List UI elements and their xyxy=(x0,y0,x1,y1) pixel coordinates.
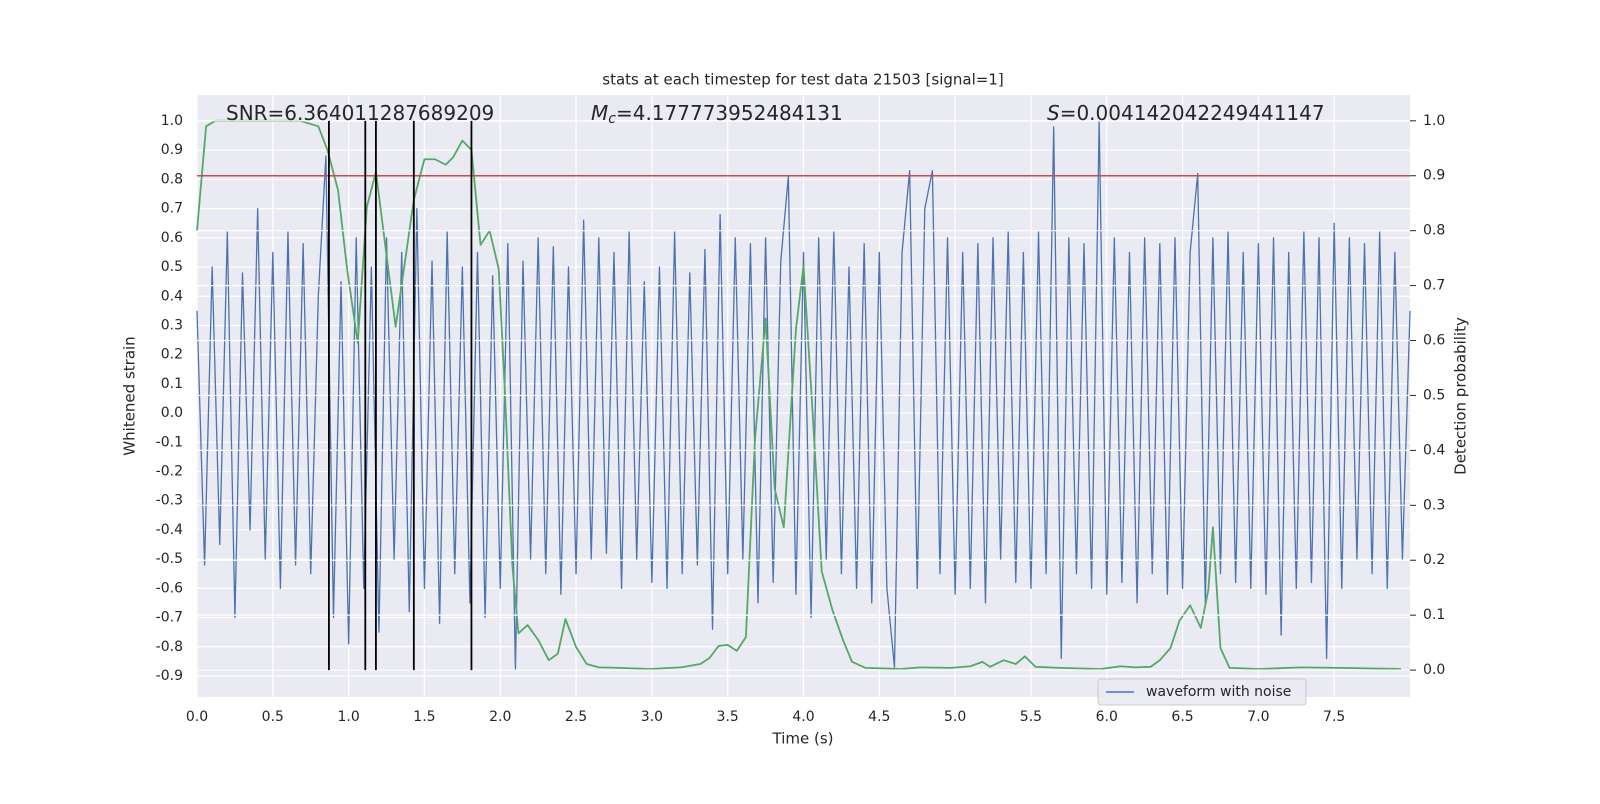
y-tick-label: -0.6 xyxy=(156,580,183,596)
y-tick-label: 1.0 xyxy=(161,113,183,129)
annotation: S=0.004142042249441147 xyxy=(1047,101,1325,125)
x-tick-label: 7.0 xyxy=(1247,709,1269,725)
y2-tick-label: 0.7 xyxy=(1423,278,1445,294)
annotation-symbol: M xyxy=(591,101,608,125)
y2-tick-label: 1.0 xyxy=(1423,113,1445,129)
overlay-layer xyxy=(197,120,1410,671)
y-tick-label: 0.2 xyxy=(161,347,183,363)
y-tick-label: -0.4 xyxy=(156,522,183,538)
x-tick-label: 4.0 xyxy=(792,709,814,725)
series-line xyxy=(196,120,1411,671)
annotation-symbol: S xyxy=(1047,101,1060,125)
y-tick-label: 0.9 xyxy=(161,142,183,158)
x-tick-label: 3.5 xyxy=(717,709,739,725)
y2-tick-label: 0.3 xyxy=(1423,497,1445,513)
y2-tick-label: 0.1 xyxy=(1423,607,1445,623)
x-tick-label: 6.0 xyxy=(1096,709,1118,725)
y-tick-label: 0.6 xyxy=(161,230,183,246)
y2-tick-label: 0.0 xyxy=(1423,662,1445,678)
y-tick-label: 0.4 xyxy=(161,288,183,304)
y-tick-label: 0.8 xyxy=(161,171,183,187)
y-tick-label: -0.5 xyxy=(156,551,183,567)
y2-tick-label: 0.4 xyxy=(1423,442,1445,458)
annotation-text: =0.004142042249441147 xyxy=(1060,101,1325,125)
annotation-subscript: c xyxy=(608,111,616,127)
x-tick-label: 2.5 xyxy=(565,709,587,725)
y2-tick-label: 0.5 xyxy=(1423,387,1445,403)
x-tick-label: 1.5 xyxy=(413,709,435,725)
y-tick-label: 0.3 xyxy=(161,317,183,333)
annotation-text: SNR=6.364011287689209 xyxy=(226,101,494,125)
data-layer xyxy=(196,119,1411,671)
x-tick-label: 5.0 xyxy=(944,709,966,725)
y-tick-label: 0.7 xyxy=(161,201,183,217)
x-tick-label: 4.5 xyxy=(868,709,890,725)
y-tick-label: 0.5 xyxy=(161,259,183,275)
y-axis-label: Whitened strain xyxy=(121,336,139,455)
y2-axis-label: Detection probability xyxy=(1452,317,1470,475)
y-tick-label: -0.9 xyxy=(156,668,183,684)
y2-tick-label: 0.6 xyxy=(1423,333,1445,349)
x-tick-label: 2.0 xyxy=(489,709,511,725)
series-line xyxy=(196,119,1401,670)
annotation: SNR=6.364011287689209 xyxy=(226,101,494,125)
chart-title: stats at each timestep for test data 215… xyxy=(602,71,1003,89)
x-axis-label: Time (s) xyxy=(772,730,834,748)
legend-box xyxy=(1097,678,1307,706)
x-tick-label: 5.5 xyxy=(1020,709,1042,725)
x-tick-label: 6.5 xyxy=(1171,709,1193,725)
y-tick-label: 0.0 xyxy=(161,405,183,421)
y-tick-label: -0.7 xyxy=(156,610,183,626)
x-tick-label: 0.5 xyxy=(262,709,284,725)
x-tick-label: 1.0 xyxy=(337,709,359,725)
y-tick-label: -0.1 xyxy=(156,434,183,450)
y-tick-label: 0.1 xyxy=(161,376,183,392)
annotation-text: =4.177773952484131 xyxy=(616,101,843,125)
x-tick-label: 0.0 xyxy=(186,709,208,725)
y-tick-label: -0.8 xyxy=(156,639,183,655)
annotation: Mc=4.177773952484131 xyxy=(591,101,843,128)
x-tick-label: 3.0 xyxy=(641,709,663,725)
y2-tick-label: 0.8 xyxy=(1423,223,1445,239)
legend-label: waveform with noise xyxy=(1146,684,1291,700)
y-tick-label: -0.3 xyxy=(156,493,183,509)
y-tick-label: -0.2 xyxy=(156,464,183,480)
y2-tick-label: 0.2 xyxy=(1423,552,1445,568)
x-tick-label: 7.5 xyxy=(1323,709,1345,725)
y2-tick-label: 0.9 xyxy=(1423,168,1445,184)
